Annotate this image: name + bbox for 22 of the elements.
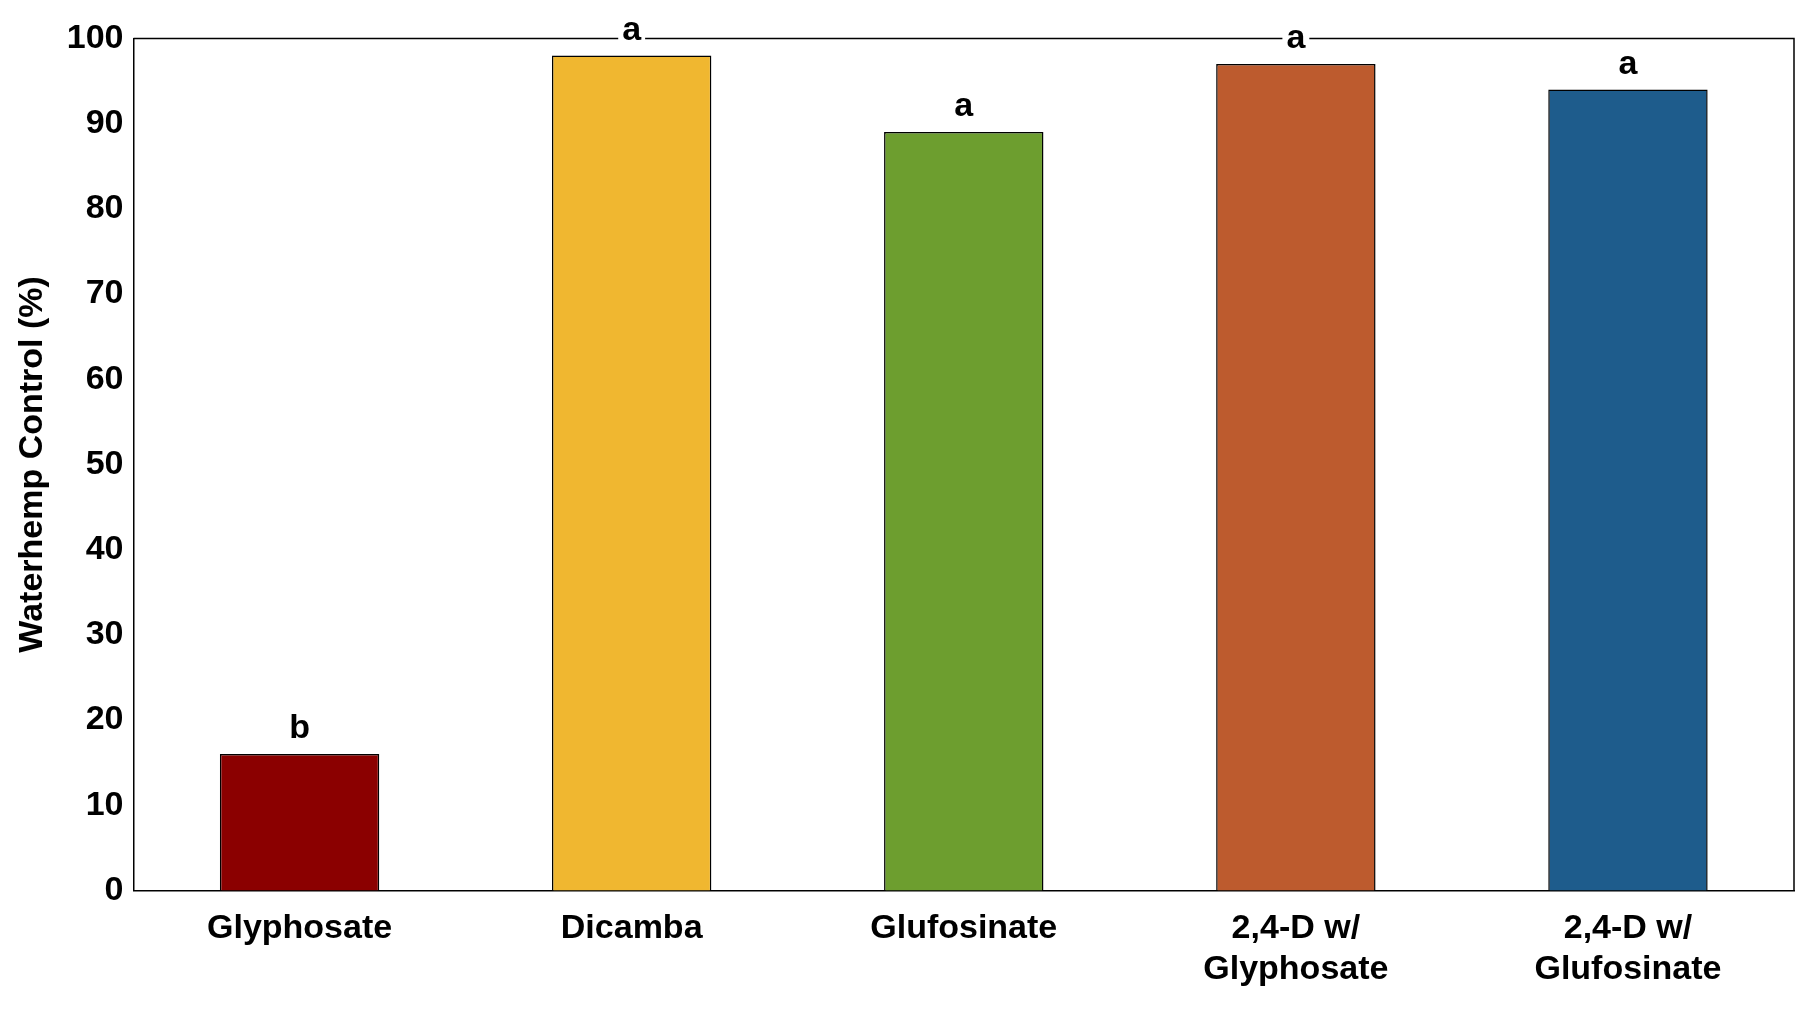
x-tick-label: Glufosinate [870, 907, 1058, 946]
y-tick-label: 10 [85, 783, 124, 822]
y-axis-title: Waterhemp Control (%) [10, 276, 49, 653]
y-tick-label: 0 [104, 868, 124, 907]
x-tick-label: Dicamba [560, 907, 704, 946]
y-tick-label: 50 [85, 442, 124, 481]
x-tick-label: 2,4-D w/ Glyphosate [1203, 907, 1389, 986]
annotation: a [954, 85, 975, 124]
annotation: b [289, 707, 310, 746]
y-tick-label: 40 [85, 527, 124, 566]
x-tick-label: Glyphosate [206, 907, 393, 946]
y-tick-label: 30 [85, 613, 124, 652]
y-tick-label: 60 [85, 357, 124, 396]
y-tick-label: 100 [66, 16, 124, 55]
y-tick-label: 70 [85, 272, 124, 311]
x-tick-label: 2,4-D w/ Glufosinate [1534, 907, 1722, 986]
y-tick-label: 20 [85, 698, 124, 737]
annotation: a [1286, 17, 1307, 56]
annotation: a [622, 8, 643, 47]
annotation: a [1618, 42, 1639, 81]
y-tick-label: 90 [85, 101, 124, 140]
y-tick-label: 80 [85, 187, 124, 226]
